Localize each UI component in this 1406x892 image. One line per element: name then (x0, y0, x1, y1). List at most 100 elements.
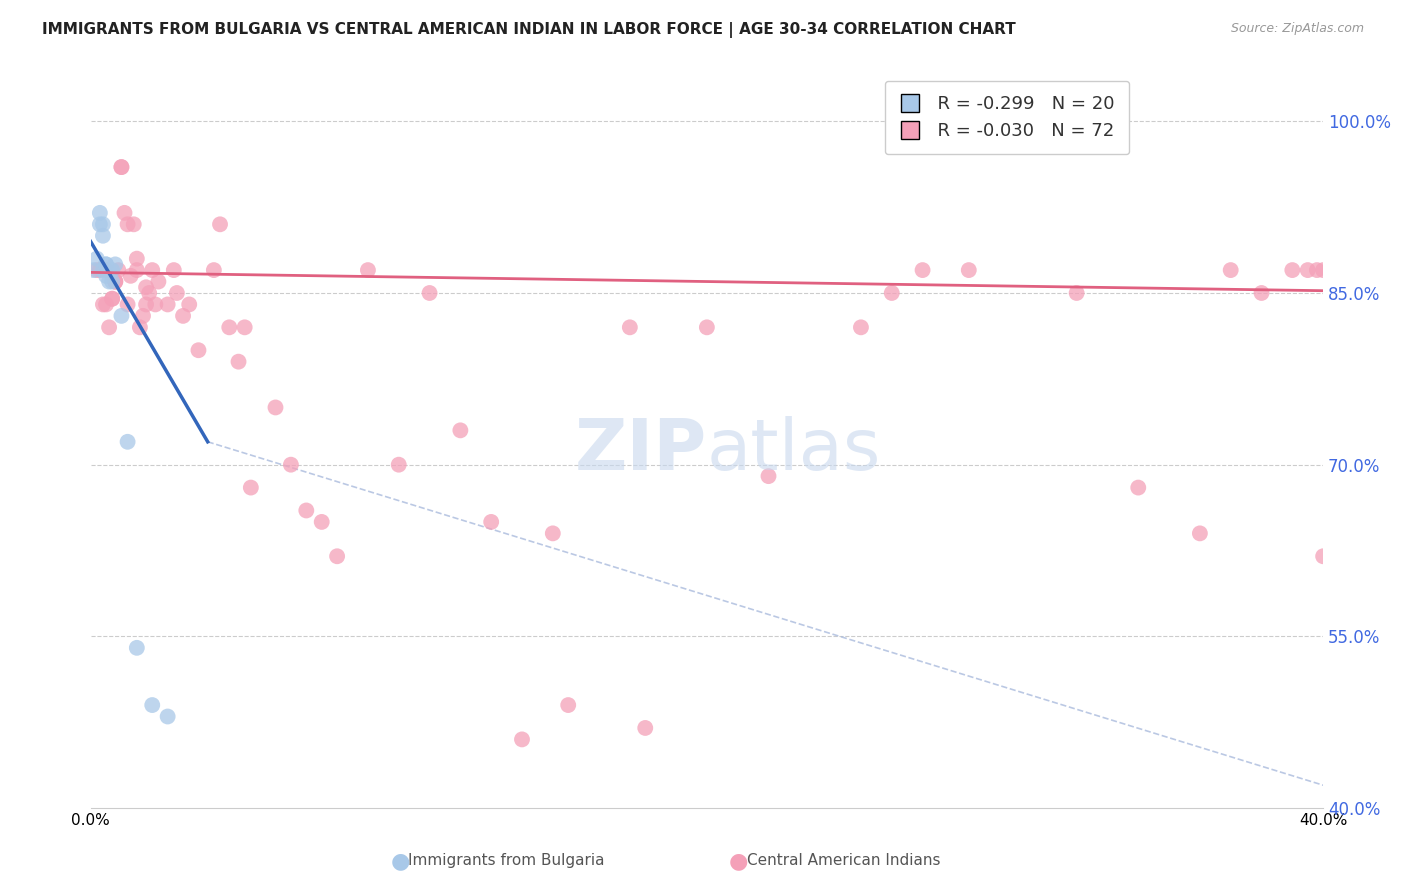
Point (357, 263, 380, 277)
Text: ZIP: ZIP (575, 417, 707, 485)
Text: ●: ● (391, 851, 411, 871)
Point (83, 263, 105, 277)
Point (326, 549, 349, 564)
Point (187, 343, 209, 358)
Point (98, 320, 121, 334)
Point (957, 263, 980, 277)
Point (295, 503, 318, 517)
Point (758, 469, 780, 483)
Point (166, 285, 188, 300)
Point (101, 275, 124, 289)
Point (101, 263, 124, 277)
Point (89, 217, 111, 231)
Point (110, 160, 132, 174)
Point (117, 434, 139, 449)
Point (91, 297, 114, 311)
Point (1066, 285, 1088, 300)
Point (1306, 263, 1329, 277)
Point (911, 263, 934, 277)
Point (89, 206, 111, 220)
Point (94, 297, 117, 311)
Point (148, 275, 170, 289)
Point (122, 217, 145, 231)
Point (228, 354, 250, 368)
Point (1281, 263, 1303, 277)
Point (86, 263, 108, 277)
Point (419, 285, 441, 300)
Point (179, 297, 201, 311)
Text: Central American Indians: Central American Indians (747, 854, 941, 868)
Point (849, 320, 872, 334)
Point (94, 268, 117, 283)
Point (233, 320, 256, 334)
Text: Immigrants from Bulgaria: Immigrants from Bulgaria (408, 854, 605, 868)
Point (135, 280, 157, 294)
Point (449, 423, 471, 437)
Point (218, 320, 240, 334)
Point (120, 268, 142, 283)
Point (557, 698, 579, 712)
Point (143, 297, 166, 311)
Point (91, 263, 114, 277)
Point (141, 698, 163, 712)
Point (125, 640, 148, 655)
Point (1296, 263, 1319, 277)
Point (129, 320, 152, 334)
Point (98, 263, 121, 277)
Point (104, 275, 127, 289)
Point (264, 401, 287, 415)
Text: Source: ZipAtlas.com: Source: ZipAtlas.com (1230, 22, 1364, 36)
Point (1312, 549, 1334, 564)
Point (107, 263, 129, 277)
Point (101, 292, 124, 306)
Point (311, 515, 333, 529)
Point (479, 515, 502, 529)
Point (1219, 263, 1241, 277)
Point (135, 297, 157, 311)
Point (172, 309, 194, 323)
Point (156, 297, 179, 311)
Point (98, 275, 121, 289)
Point (280, 458, 302, 472)
Point (880, 285, 903, 300)
Point (510, 732, 533, 747)
Point (208, 217, 231, 231)
Point (619, 320, 641, 334)
Point (125, 252, 148, 266)
Point (101, 292, 124, 306)
Point (114, 206, 136, 220)
Point (163, 263, 186, 277)
Point (239, 481, 262, 495)
Point (110, 160, 132, 174)
Point (696, 320, 718, 334)
Point (541, 526, 564, 541)
Point (125, 263, 148, 277)
Point (89, 263, 111, 277)
Point (91, 228, 114, 243)
Point (1188, 526, 1211, 541)
Point (91, 217, 114, 231)
Point (388, 458, 411, 472)
Text: atlas: atlas (707, 417, 882, 485)
Point (110, 309, 132, 323)
Legend:   R = -0.299   N = 20,   R = -0.030   N = 72: R = -0.299 N = 20, R = -0.030 N = 72 (884, 80, 1129, 154)
Text: IMMIGRANTS FROM BULGARIA VS CENTRAL AMERICAN INDIAN IN LABOR FORCE | AGE 30-34 C: IMMIGRANTS FROM BULGARIA VS CENTRAL AMER… (42, 22, 1017, 38)
Point (94, 263, 117, 277)
Point (156, 709, 179, 723)
Text: ●: ● (728, 851, 748, 871)
Point (104, 275, 127, 289)
Point (202, 263, 225, 277)
Point (117, 217, 139, 231)
Point (138, 285, 160, 300)
Point (94, 257, 117, 271)
Point (1128, 481, 1150, 495)
Point (94, 257, 117, 271)
Point (104, 275, 127, 289)
Point (132, 309, 155, 323)
Point (634, 721, 657, 735)
Point (141, 263, 163, 277)
Point (117, 297, 139, 311)
Point (1250, 285, 1272, 300)
Point (1312, 263, 1334, 277)
Point (86, 252, 108, 266)
